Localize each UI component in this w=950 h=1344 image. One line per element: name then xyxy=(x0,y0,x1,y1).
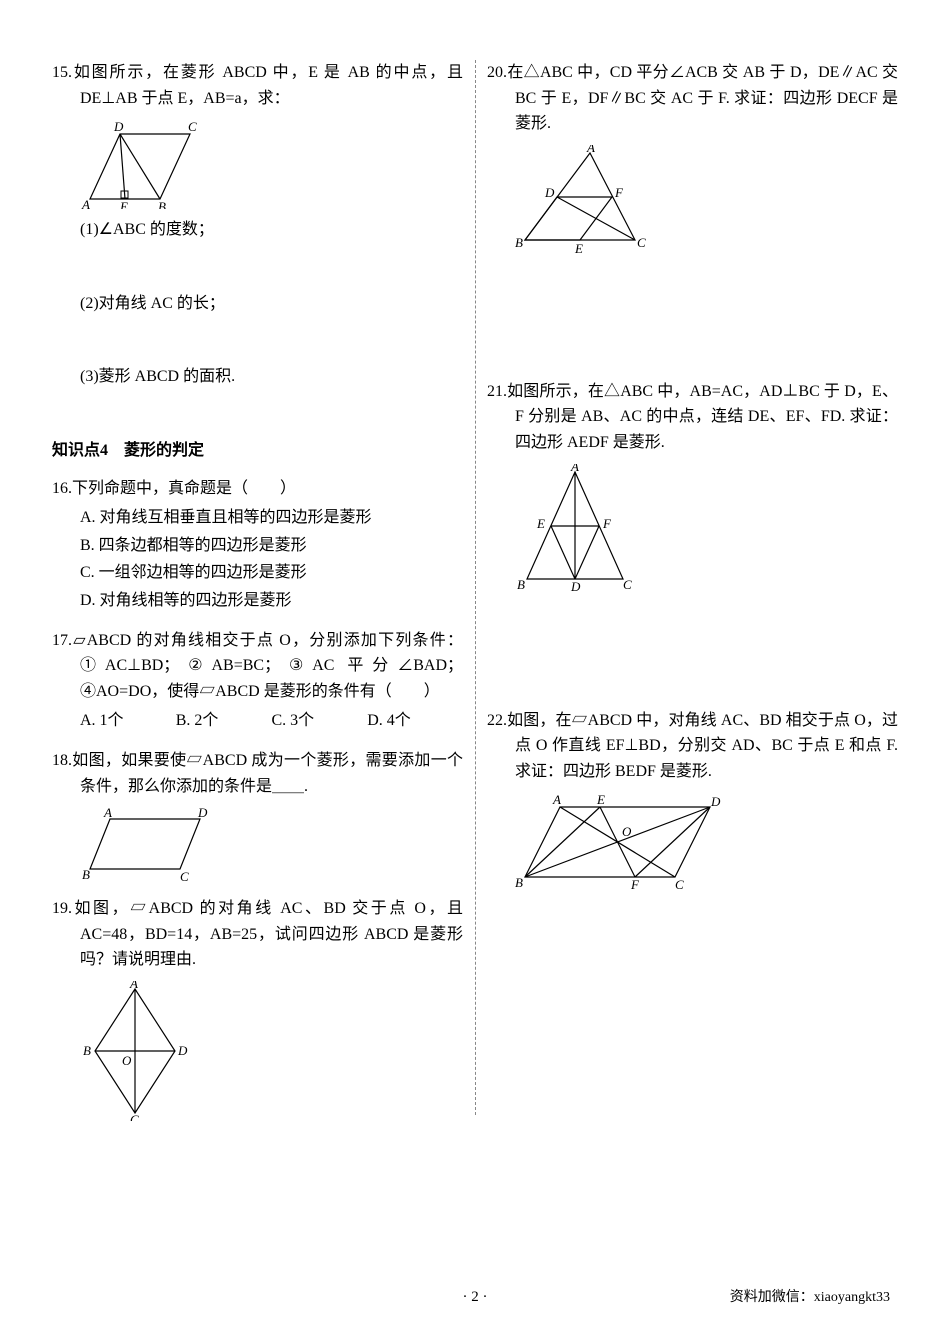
problem-22: 22.如图，在▱ABCD 中，对角线 AC、BD 相交于点 O，过点 O 作直线… xyxy=(487,708,898,893)
num: 20. xyxy=(487,64,507,81)
opt-d: D. 4个 xyxy=(367,708,463,734)
lbl-B: B xyxy=(82,867,90,882)
footer-credit: 资料加微信：xiaoyangkt33 xyxy=(730,1287,890,1309)
lbl-E: E xyxy=(596,792,605,807)
figure-15: A B C D E xyxy=(80,119,463,209)
lbl-A: A xyxy=(81,197,90,209)
lbl-D: D xyxy=(177,1043,188,1058)
lbl-B: B xyxy=(515,875,523,890)
lbl-B: B xyxy=(515,235,523,250)
problem-17: 17.▱ABCD 的对角线相交于点 O，分别添加下列条件：①AC⊥BD；②AB=… xyxy=(52,628,463,734)
problem-19: 19.如图，▱ABCD 的对角线 AC、BD 交于点 O，且 AC=48，BD=… xyxy=(52,896,463,1121)
num: 22. xyxy=(487,712,507,729)
figure-22: A B C D E F O xyxy=(515,792,898,892)
lbl-F: F xyxy=(614,185,624,200)
lbl-D: D xyxy=(710,794,721,809)
lbl-D: D xyxy=(544,185,555,200)
num: 15. xyxy=(52,64,72,81)
p15-sub1: (1)∠ABC 的度数； xyxy=(52,217,463,243)
lbl-C: C xyxy=(675,877,684,892)
lbl-A: A xyxy=(586,145,595,155)
text: 如图所示，在△ABC 中，AB=AC，AD⊥BC 于 D，E、F 分别是 AB、… xyxy=(507,383,898,451)
opt-b: B. 四条边都相等的四边形是菱形 xyxy=(80,533,463,559)
num: 18. xyxy=(52,752,72,769)
text: 如图，在▱ABCD 中，对角线 AC、BD 相交于点 O，过点 O 作直线 EF… xyxy=(507,712,898,780)
lbl-B: B xyxy=(158,199,166,209)
opt-b: B. 2个 xyxy=(176,708,272,734)
lbl-F: F xyxy=(602,516,612,531)
problem-20: 20.在△ABC 中，CD 平分∠ACB 交 AB 于 D，DE∥AC 交 BC… xyxy=(487,60,898,255)
text: ▱ABCD 的对角线相交于点 O，分别添加下列条件：①AC⊥BD；②AB=BC；… xyxy=(72,632,463,700)
p15-sub3: (3)菱形 ABCD 的面积. xyxy=(52,364,463,390)
section-4-title: 知识点4 菱形的判定 xyxy=(52,438,463,464)
lbl-A: A xyxy=(103,807,112,820)
lbl-E: E xyxy=(574,241,583,255)
problem-21: 21.如图所示，在△ABC 中，AB=AC，AD⊥BC 于 D，E、F 分别是 … xyxy=(487,379,898,594)
lbl-D: D xyxy=(113,119,124,134)
figure-20: A B C D E F xyxy=(515,145,898,255)
opt-c: C. 一组邻边相等的四边形是菱形 xyxy=(80,560,463,586)
problem-16: 16.下列命题中，真命题是（ ） A. 对角线互相垂直且相等的四边形是菱形 B.… xyxy=(52,476,463,614)
lbl-D: D xyxy=(197,807,208,820)
p15-sub2: (2)对角线 AC 的长； xyxy=(52,291,463,317)
lbl-O: O xyxy=(122,1053,132,1068)
lbl-F: F xyxy=(630,877,640,892)
lbl-B: B xyxy=(517,577,525,592)
figure-18: A D B C xyxy=(80,807,463,882)
lbl-E: E xyxy=(536,516,545,531)
lbl-C: C xyxy=(637,235,646,250)
problem-15: 15.如图所示，在菱形 ABCD 中，E 是 AB 的中点，且 DE⊥AB 于点… xyxy=(52,60,463,390)
lbl-C: C xyxy=(623,577,632,592)
opt-a: A. 1个 xyxy=(80,708,176,734)
figure-21: A B C D E F xyxy=(515,464,898,594)
figure-19: A B C D O xyxy=(80,981,463,1121)
text: 如图所示，在菱形 ABCD 中，E 是 AB 的中点，且 DE⊥AB 于点 E，… xyxy=(72,64,463,107)
num: 19. xyxy=(52,900,72,917)
text: 下列命题中，真命题是（ ） xyxy=(72,480,296,497)
right-column: 20.在△ABC 中，CD 平分∠ACB 交 AB 于 D，DE∥AC 交 BC… xyxy=(475,60,910,1135)
problem-18: 18.如图，如果要使▱ABCD 成为一个菱形，需要添加一个条件，那么你添加的条件… xyxy=(52,748,463,882)
opt-d: D. 对角线相等的四边形是菱形 xyxy=(80,588,463,614)
lbl-C: C xyxy=(130,1112,139,1121)
lbl-O: O xyxy=(622,824,632,839)
num: 16. xyxy=(52,480,72,497)
num: 17. xyxy=(52,632,72,649)
text: 在△ABC 中，CD 平分∠ACB 交 AB 于 D，DE∥AC 交 BC 于 … xyxy=(507,64,898,132)
problem-15-text: 15.如图所示，在菱形 ABCD 中，E 是 AB 的中点，且 DE⊥AB 于点… xyxy=(52,60,463,111)
opt-a: A. 对角线互相垂直且相等的四边形是菱形 xyxy=(80,505,463,531)
opt-c: C. 3个 xyxy=(272,708,368,734)
text: 如图，如果要使▱ABCD 成为一个菱形，需要添加一个条件，那么你添加的条件是＿＿… xyxy=(72,752,463,795)
lbl-A: A xyxy=(552,792,561,807)
column-divider xyxy=(475,60,476,1115)
lbl-C: C xyxy=(180,869,189,882)
num: 21. xyxy=(487,383,507,400)
lbl-D: D xyxy=(570,579,581,594)
lbl-A: A xyxy=(570,464,579,474)
left-column: 15.如图所示，在菱形 ABCD 中，E 是 AB 的中点，且 DE⊥AB 于点… xyxy=(40,60,475,1135)
lbl-C: C xyxy=(188,119,197,134)
lbl-A: A xyxy=(129,981,138,991)
text: 如图，▱ABCD 的对角线 AC、BD 交于点 O，且 AC=48，BD=14，… xyxy=(72,900,463,968)
lbl-B: B xyxy=(83,1043,91,1058)
lbl-E: E xyxy=(119,199,128,209)
